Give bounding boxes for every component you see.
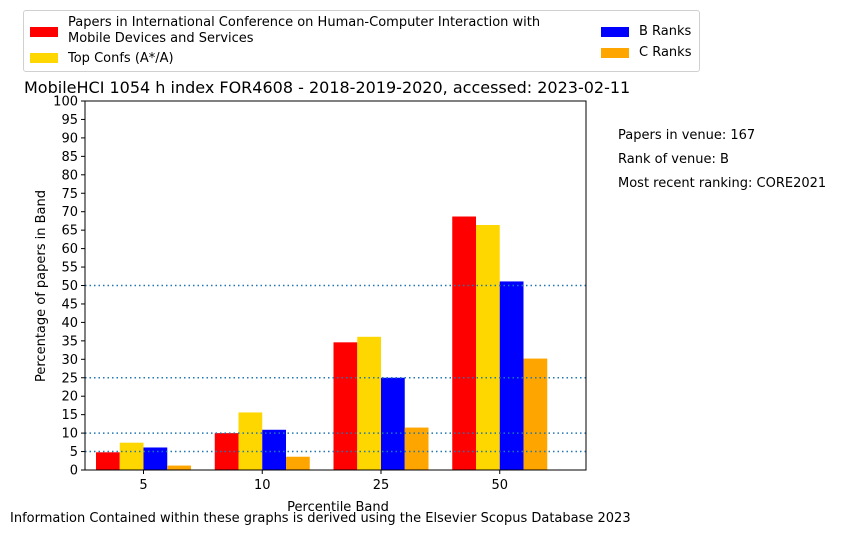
x-tick-label-50: 50 <box>491 478 508 493</box>
bar-top-25 <box>357 336 381 470</box>
legend-label-b-ranks: B Ranks <box>639 24 692 39</box>
bar-b-5 <box>143 447 168 470</box>
legend-swatch-orange <box>601 48 629 58</box>
y-tick-label-75: 75 <box>61 187 78 202</box>
most-recent-ranking: Most recent ranking: CORE2021 <box>618 176 827 191</box>
bar-b-10 <box>262 429 286 470</box>
legend-label-venue-line1: Papers in International Conference on Hu… <box>68 15 541 30</box>
x-tick-label-10: 10 <box>254 478 271 493</box>
y-axis-label: Percentage of papers in Band <box>34 190 49 382</box>
y-tick-label-100: 100 <box>53 95 78 110</box>
rank-of-venue: Rank of venue: B <box>618 152 729 167</box>
bar-papers-25 <box>333 342 358 470</box>
bar-c-25 <box>404 427 429 470</box>
y-tick-label-55: 55 <box>61 261 78 276</box>
papers-in-venue: Papers in venue: 167 <box>618 128 756 143</box>
bar-papers-5 <box>96 452 120 470</box>
y-tick-label-80: 80 <box>61 168 78 183</box>
y-tick-label-60: 60 <box>61 242 78 257</box>
bar-c-50 <box>523 358 548 470</box>
y-tick-label-30: 30 <box>61 353 78 368</box>
y-tick-label-25: 25 <box>61 371 78 386</box>
bar-papers-10 <box>214 433 239 470</box>
x-tick-label-5: 5 <box>139 478 147 493</box>
y-tick-label-50: 50 <box>61 279 78 294</box>
y-tick-label-35: 35 <box>61 334 78 349</box>
bar-top-10 <box>238 412 263 470</box>
bar-top-50 <box>476 224 500 470</box>
legend-swatch-yellow <box>30 53 58 63</box>
y-tick-label-65: 65 <box>61 224 78 239</box>
data-source-footer: Information Contained within these graph… <box>10 511 631 526</box>
bar-b-50 <box>499 281 524 470</box>
y-tick-label-15: 15 <box>61 408 78 423</box>
bar-c-5 <box>167 465 191 470</box>
bar-papers-50 <box>452 216 476 470</box>
legend-label-venue: Papers in International Conference on Hu… <box>68 15 540 47</box>
y-tick-label-40: 40 <box>61 316 78 331</box>
x-axis-label: Percentile Band <box>287 500 389 515</box>
legend-swatch-red <box>30 27 58 37</box>
bar-b-25 <box>381 377 405 470</box>
legend-label-c-ranks: C Ranks <box>639 45 692 60</box>
legend-swatch-blue <box>601 27 629 37</box>
y-tick-label-0: 0 <box>70 464 78 479</box>
chart-title: MobileHCI 1054 h index FOR4608 - 2018-20… <box>24 78 630 97</box>
y-tick-label-20: 20 <box>61 390 78 405</box>
legend: Papers in International Conference on Hu… <box>23 10 700 72</box>
bar-top-5 <box>119 442 144 470</box>
bar-c-10 <box>286 456 310 470</box>
y-tick-label-10: 10 <box>61 427 78 442</box>
legend-label-venue-line2: Mobile Devices and Services <box>68 31 254 46</box>
y-tick-label-70: 70 <box>61 205 78 220</box>
y-tick-label-5: 5 <box>70 445 78 460</box>
y-tick-label-90: 90 <box>61 131 78 146</box>
x-tick-label-25: 25 <box>373 478 390 493</box>
y-tick-label-85: 85 <box>61 150 78 165</box>
y-tick-label-95: 95 <box>61 113 78 128</box>
legend-label-top-confs: Top Confs (A*/A) <box>68 51 174 66</box>
y-tick-label-45: 45 <box>61 297 78 312</box>
